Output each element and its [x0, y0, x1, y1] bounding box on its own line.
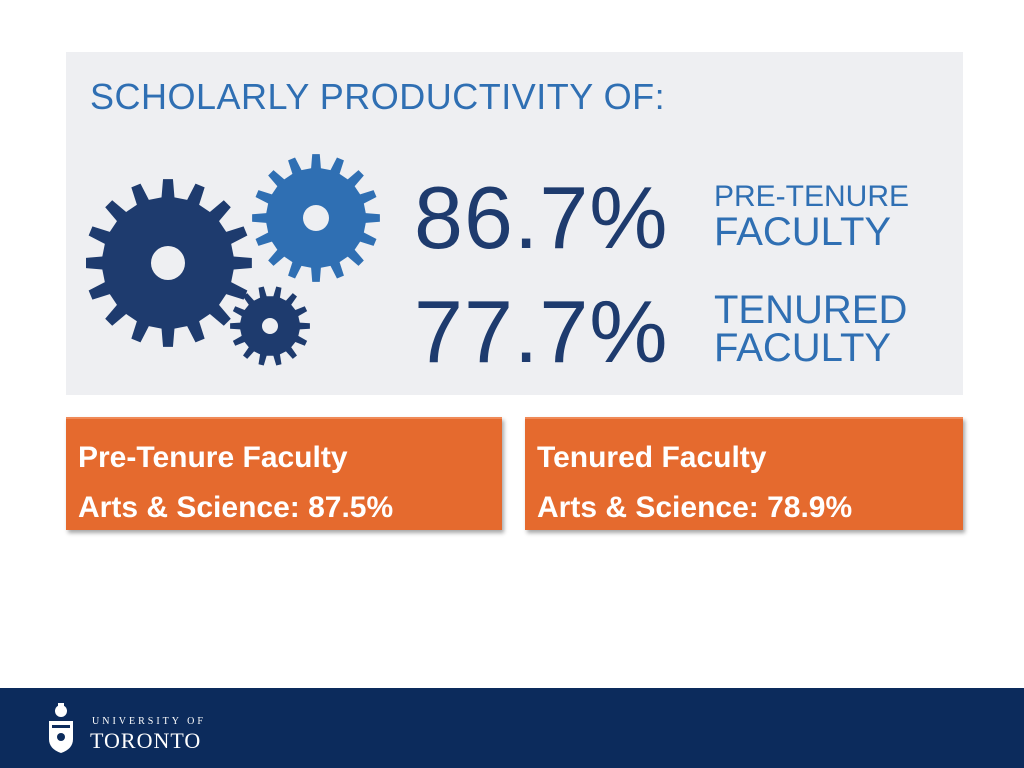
gear-icon: [252, 154, 380, 282]
card-detail: Arts & Science: 78.9%: [537, 491, 853, 524]
stat-percent: 86.7%: [414, 168, 669, 267]
stat-label-line1: TENURED: [714, 288, 908, 332]
logo-university-of: UNIVERSITY OF: [92, 716, 206, 727]
university-crest-icon: [49, 703, 73, 753]
infographic-panel: SCHOLARLY PRODUCTIVITY OF: 86.7% PRE-TEN…: [66, 52, 963, 395]
stat-percent: 77.7%: [414, 282, 669, 381]
card-tenured: Tenured Faculty Arts & Science: 78.9%: [525, 417, 963, 530]
stat-label-line1: PRE-TENURE: [714, 180, 910, 213]
gears-illustration: [86, 154, 380, 366]
card-title: Pre-Tenure Faculty: [78, 441, 348, 474]
card-detail: Arts & Science: 87.5%: [78, 491, 394, 524]
card-pre-tenure: Pre-Tenure Faculty Arts & Science: 87.5%: [66, 417, 502, 530]
gear-icon: [230, 286, 310, 366]
card-title: Tenured Faculty: [537, 441, 767, 474]
headline: SCHOLARLY PRODUCTIVITY OF:: [90, 76, 666, 117]
stat-label-line2: FACULTY: [714, 326, 892, 370]
gear-icon: [86, 179, 252, 347]
stat-label-line2: FACULTY: [714, 210, 892, 254]
logo-toronto: TORONTO: [90, 728, 202, 753]
footer-bar: UNIVERSITY OF TORONTO: [0, 688, 1024, 768]
